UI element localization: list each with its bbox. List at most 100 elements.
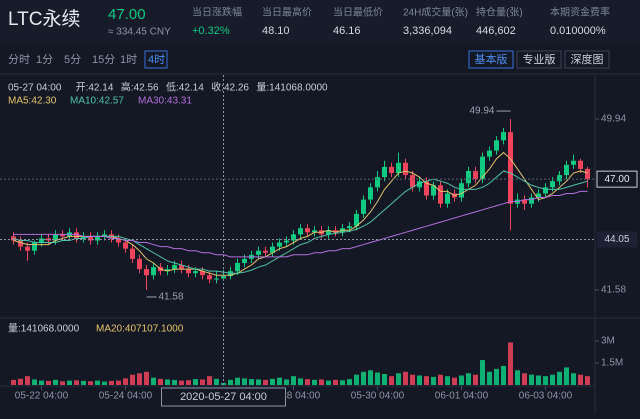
stat-value: 3,336,094 <box>403 25 452 37</box>
period-button[interactable]: 1时 <box>120 53 137 66</box>
candle-body <box>403 162 408 176</box>
candle-body <box>333 230 338 233</box>
candle-body <box>466 170 471 184</box>
volume-bar <box>375 372 380 385</box>
volume-bar <box>214 378 219 385</box>
y-tick-label: 49.94 <box>601 114 626 125</box>
view-button[interactable]: 基本版 <box>475 52 508 66</box>
candle-body <box>32 242 37 251</box>
volume-bar <box>137 373 142 385</box>
period-button[interactable]: 分时 <box>8 53 30 66</box>
candle-body <box>263 250 268 253</box>
x-tick-label: 05-22 04:00 <box>15 391 69 402</box>
candle-body <box>277 242 282 247</box>
view-button[interactable]: 专业版 <box>523 52 556 66</box>
volume-bar <box>193 379 198 385</box>
candle-body <box>123 242 128 249</box>
volume-bar <box>417 375 422 385</box>
volume-bar <box>270 378 275 385</box>
volume-bar <box>312 379 317 385</box>
candle-body <box>256 250 261 255</box>
candle-body <box>494 140 499 151</box>
ma-line <box>13 170 588 274</box>
volume-tick-label: 3M <box>601 336 615 347</box>
volume-bar <box>46 380 51 385</box>
candle-body <box>571 160 576 165</box>
candle-body <box>25 246 30 251</box>
stat-label: 24H成交量(张) <box>403 6 468 19</box>
candle-body <box>221 276 226 279</box>
volume-bar <box>53 379 58 385</box>
view-button-box[interactable] <box>564 50 610 69</box>
candle-body <box>53 234 58 241</box>
ohlc-info: 收:42.26 <box>211 81 249 94</box>
candle-body <box>305 228 310 233</box>
volume-bar <box>235 377 240 385</box>
view-button-box[interactable] <box>516 50 562 69</box>
volume-bar <box>494 368 499 385</box>
volume-bar <box>109 380 114 385</box>
crosshair-time-box <box>161 387 286 407</box>
volume-bar <box>543 376 548 385</box>
candle-body <box>396 162 401 174</box>
volume-bar <box>564 367 569 385</box>
crosshair-time: 2020-05-27 04:00 <box>180 391 267 403</box>
volume-bar <box>95 380 100 385</box>
header-bar <box>0 0 640 44</box>
low-annotation: 41.58 <box>159 292 184 303</box>
candle-body <box>445 193 450 204</box>
candle-body <box>368 187 373 200</box>
period-button[interactable]: 1分 <box>36 53 53 66</box>
period-button[interactable]: 5分 <box>64 53 81 66</box>
candle-body <box>438 185 443 204</box>
x-tick-label: 06-03 04:00 <box>519 391 573 402</box>
volume-bar <box>60 381 65 385</box>
volume-bar <box>480 360 485 385</box>
view-button[interactable]: 深度图 <box>571 52 604 66</box>
candle-body <box>522 199 527 204</box>
volume-bar <box>151 377 156 385</box>
candle-body <box>39 238 44 243</box>
candle-body <box>242 258 247 263</box>
candle-body <box>501 132 506 141</box>
stat-label: 本期资金费率 <box>550 6 610 19</box>
stat-value: 48.10 <box>262 25 290 37</box>
volume-bar <box>445 376 450 385</box>
stat-label: 持仓量(张) <box>476 6 523 19</box>
candle-body <box>235 262 240 272</box>
volume-bar <box>550 374 555 385</box>
last-price-box <box>596 170 638 188</box>
candle-body <box>347 226 352 229</box>
volume-bar <box>424 376 429 385</box>
volume-bar <box>522 373 527 385</box>
volume-bar <box>578 374 583 385</box>
candle-body <box>214 278 219 280</box>
volume-bar <box>256 379 261 385</box>
price: 47.00 <box>108 6 146 23</box>
candle-body <box>473 170 478 180</box>
view-button-box[interactable] <box>468 50 514 69</box>
candle-body <box>130 248 135 259</box>
volume-bar <box>515 370 520 385</box>
candle-body <box>60 234 65 237</box>
period-button[interactable]: 4时 <box>148 53 165 66</box>
volume-bar <box>228 379 233 385</box>
stat-label: 当日涨跌幅 <box>192 6 242 19</box>
period-button[interactable]: 15分 <box>92 53 115 66</box>
candle-body <box>550 181 555 188</box>
volume-bar <box>186 380 191 385</box>
high-annotation: 49.94 <box>469 106 494 117</box>
candle-body <box>557 175 562 182</box>
ohlc-info: 开:42.14 <box>76 83 114 94</box>
ohlc-info: 量:141068.0000 <box>256 82 328 94</box>
x-tick-label: 05-24 04:00 <box>99 391 153 402</box>
volume-legend: MA20:407107.1000 <box>96 324 184 335</box>
candle-body <box>116 238 121 243</box>
candle-body <box>326 230 331 235</box>
volume-bar <box>123 378 128 385</box>
volume-bar <box>207 376 212 385</box>
volume-bar <box>410 374 415 385</box>
ma-legend: MA10:42.57 <box>70 96 124 107</box>
